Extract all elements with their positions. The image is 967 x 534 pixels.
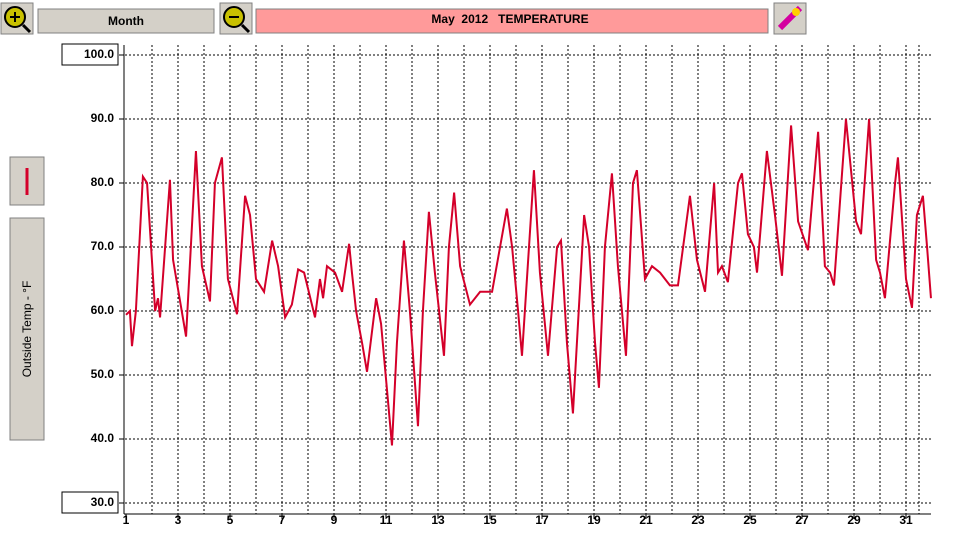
chart-title: May 2012 TEMPERATURE <box>431 12 588 26</box>
x-tick-label: 13 <box>431 513 445 527</box>
y-tick-box <box>61 491 119 514</box>
y-tick-label: 100.0 <box>84 47 114 61</box>
plot-area <box>125 45 931 514</box>
x-tick-label: 7 <box>279 513 286 527</box>
y-tick-label: 40.0 <box>91 431 115 445</box>
x-tick-label: 17 <box>535 513 549 527</box>
x-tick-label: 5 <box>227 513 234 527</box>
y-tick-box <box>61 43 119 66</box>
y-tick-label: 50.0 <box>91 367 115 381</box>
x-tick-label: 11 <box>380 513 393 527</box>
x-tick-label: 25 <box>743 513 757 527</box>
y-tick-label: 70.0 <box>91 239 115 253</box>
y-tick-label: 30.0 <box>91 495 115 509</box>
edit-button[interactable] <box>773 2 807 35</box>
x-tick-label: 3 <box>175 513 182 527</box>
title-bar: May 2012 TEMPERATURE <box>255 8 769 34</box>
x-tick-label: 19 <box>587 513 601 527</box>
x-tick-label: 1 <box>123 513 130 527</box>
y-axis-button[interactable]: Outside Temp - °F <box>9 217 45 441</box>
x-tick-label: 27 <box>795 513 809 527</box>
x-tick-label: 31 <box>899 513 913 527</box>
zoom-out-button[interactable] <box>219 2 253 35</box>
x-tick-label: 21 <box>639 513 653 527</box>
x-tick-label: 23 <box>691 513 705 527</box>
y-tick-label: 60.0 <box>91 303 115 317</box>
y-tick-label: 90.0 <box>91 111 115 125</box>
period-button[interactable]: Month <box>37 8 215 34</box>
period-label: Month <box>108 14 144 28</box>
x-tick-label: 9 <box>331 513 338 527</box>
zoom-in-button[interactable] <box>0 2 34 35</box>
y-tick-label: 80.0 <box>91 175 115 189</box>
x-tick-label: 29 <box>847 513 861 527</box>
legend-button[interactable] <box>9 156 45 206</box>
x-tick-label: 15 <box>483 513 497 527</box>
temperature-line <box>125 118 932 446</box>
y-axis-label: Outside Temp - °F <box>20 281 34 378</box>
